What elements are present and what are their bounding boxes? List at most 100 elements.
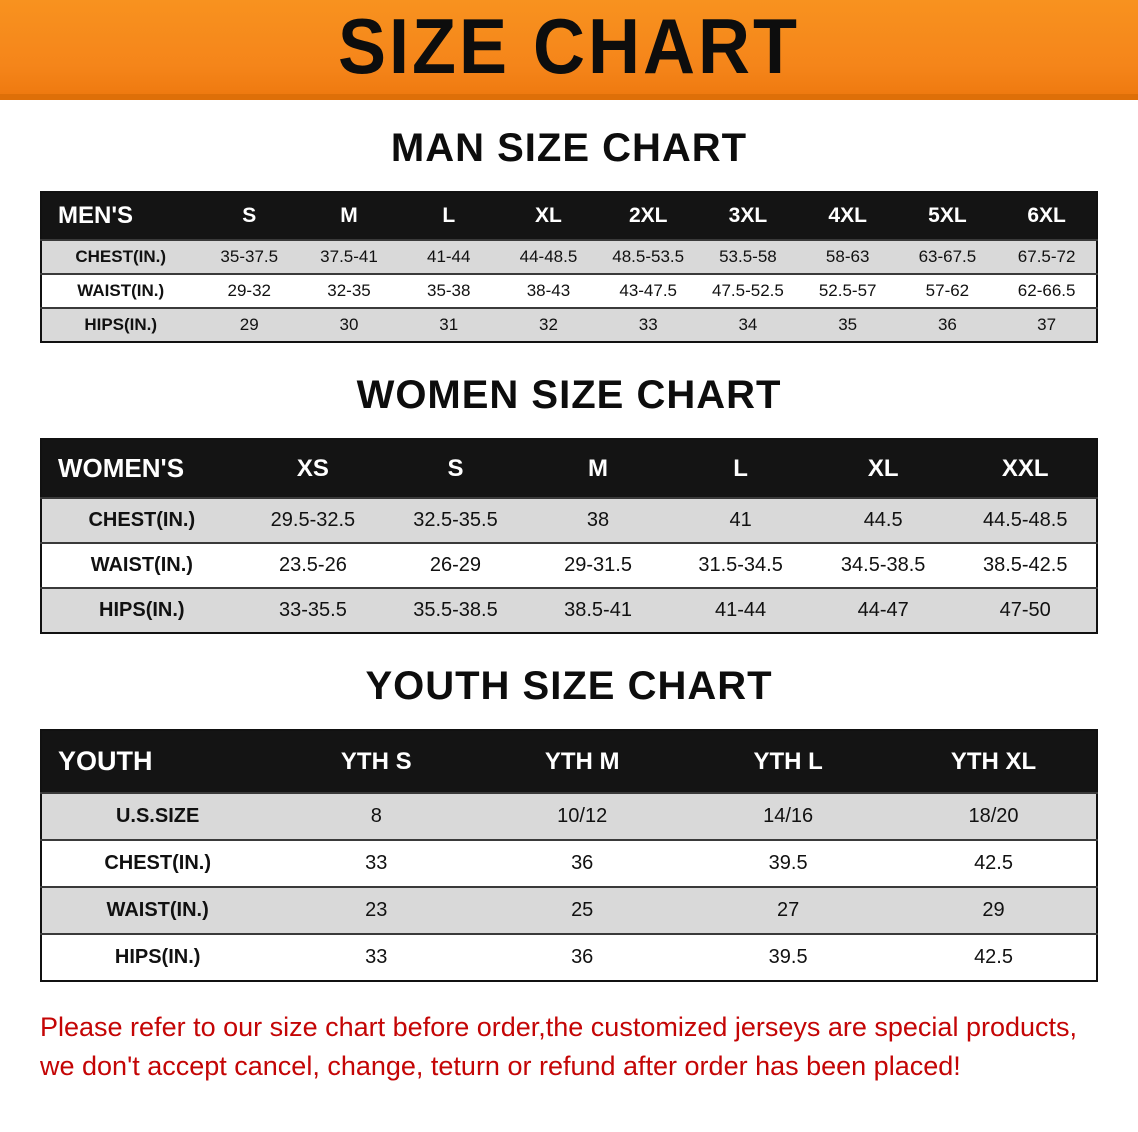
youth-section-heading: YOUTH SIZE CHART <box>365 664 773 708</box>
size-column-header: L <box>442 204 456 227</box>
size-value-cell: 34.5-38.5 <box>840 554 926 576</box>
row-label-cell: CHEST(IN.) <box>88 509 196 531</box>
size-value-cell: 36 <box>937 315 957 334</box>
disclaimer-line-1: Please refer to our size chart before or… <box>40 1012 1078 1042</box>
size-value-cell: 57-62 <box>925 281 970 300</box>
size-value-cell: 31.5-34.5 <box>698 554 783 576</box>
row-label-cell: CHEST(IN.) <box>104 852 211 874</box>
size-column-header: YTH M <box>544 747 620 775</box>
size-value-cell: 44.5-48.5 <box>982 509 1068 531</box>
table-row: HIPS(IN.) 33-35.5 35.5-38.5 38.5-41 41-44 44-… <box>41 588 1097 633</box>
row-label-cell: U.S.SIZE <box>115 805 200 827</box>
size-column-header: XS <box>296 454 329 482</box>
size-value-cell: 62-66.5 <box>1017 281 1076 300</box>
table-title-cell: YOUTH <box>58 746 153 776</box>
size-value-cell: 44-47 <box>857 599 909 621</box>
size-value-cell: 37.5-41 <box>320 247 378 266</box>
size-value-cell: 35-38 <box>426 281 471 300</box>
size-value-cell: 41-44 <box>715 599 767 621</box>
size-value-cell: 29-31.5 <box>564 554 632 576</box>
size-column-header: YTH L <box>753 747 823 775</box>
table-header-row: YOUTH YTH S YTH M YTH L YTH XL <box>41 730 1097 793</box>
size-value-cell: 47-50 <box>999 599 1051 621</box>
size-value-cell: 47.5-52.5 <box>712 281 784 300</box>
size-value-cell: 32 <box>539 315 558 334</box>
size-value-cell: 63-67.5 <box>918 247 977 266</box>
size-column-header: S <box>242 204 257 227</box>
size-value-cell: 30 <box>339 315 359 334</box>
size-value-cell: 33-35.5 <box>278 599 347 621</box>
size-column-header: M <box>340 204 358 227</box>
size-value-cell: 35-37.5 <box>220 247 279 266</box>
size-value-cell: 67.5-72 <box>1017 247 1076 266</box>
women-size-section: WOMEN SIZE CHART WOMEN'S XS S M L XL XXL CHEST(… <box>0 373 1138 634</box>
size-value-cell: 33 <box>638 315 658 334</box>
row-label-cell: WAIST(IN.) <box>77 281 165 300</box>
size-column-header: XL <box>867 454 899 482</box>
size-value-cell: 42.5 <box>974 946 1013 968</box>
size-value-cell: 32-35 <box>327 281 371 300</box>
table-row: HIPS(IN.) 33 36 39.5 42.5 <box>41 934 1097 981</box>
size-value-cell: 38.5-41 <box>564 599 632 621</box>
size-column-header: XXL <box>1001 454 1049 482</box>
row-label-cell: HIPS(IN.) <box>84 315 158 334</box>
disclaimer-line-2: we don't accept cancel, change, teturn o… <box>40 1051 961 1082</box>
size-value-cell: 48.5-53.5 <box>612 247 685 266</box>
size-column-header: 4XL <box>828 204 867 227</box>
size-value-cell: 29-32 <box>227 281 271 300</box>
men-size-table: MEN'S S M L XL 2XL 3XL 4XL 5XL 6XL CHEST(IN.) 35-37… <box>40 191 1098 343</box>
row-label-cell: CHEST(IN.) <box>75 247 167 266</box>
size-value-cell: 29 <box>982 899 1005 921</box>
size-value-cell: 23 <box>365 899 388 921</box>
size-value-cell: 36 <box>571 852 594 874</box>
size-column-header: M <box>588 454 609 482</box>
table-title-cell: WOMEN'S <box>58 453 185 483</box>
size-value-cell: 38-43 <box>526 281 571 300</box>
men-section-heading: MAN SIZE CHART <box>390 126 748 170</box>
size-value-cell: 18/20 <box>968 805 1019 827</box>
size-value-cell: 39.5 <box>768 946 808 968</box>
size-value-cell: 27 <box>776 899 800 921</box>
table-title-cell: MEN'S <box>58 202 134 229</box>
table-row: CHEST(IN.) 35-37.5 37.5-41 41-44 44-48.5 48.5… <box>41 240 1097 274</box>
size-column-header: YTH XL <box>950 747 1037 775</box>
size-column-header: YTH S <box>340 747 412 775</box>
size-value-cell: 29 <box>239 315 259 334</box>
size-value-cell: 38 <box>586 509 610 531</box>
size-value-cell: 33 <box>365 946 388 968</box>
size-column-header: 2XL <box>628 204 668 227</box>
size-column-header: L <box>733 454 748 482</box>
size-value-cell: 10/12 <box>557 805 608 827</box>
youth-size-section: YOUTH SIZE CHART YOUTH YTH S YTH M YTH L YTH… <box>0 664 1138 982</box>
table-row: WAIST(IN.) 23.5-26 26-29 29-31.5 31.5-34.5 34… <box>41 543 1097 588</box>
size-value-cell: 53.5-58 <box>719 247 777 266</box>
size-column-header: S <box>447 454 464 482</box>
table-row: HIPS(IN.) 29 30 31 32 33 34 35 36 37 <box>41 308 1097 342</box>
size-value-cell: 14/16 <box>763 805 814 827</box>
table-row: CHEST(IN.) 29.5-32.5 32.5-35.5 38 41 44.5 44.5… <box>41 498 1097 543</box>
size-column-header: XL <box>535 204 562 227</box>
size-value-cell: 35.5-38.5 <box>413 599 498 621</box>
size-value-cell: 38.5-42.5 <box>982 554 1068 576</box>
banner: SIZE CHART <box>0 0 1138 100</box>
size-value-cell: 34 <box>738 315 758 334</box>
row-label-cell: HIPS(IN.) <box>114 946 201 968</box>
size-column-header: 6XL <box>1027 204 1066 227</box>
size-value-cell: 42.5 <box>974 852 1013 874</box>
table-row: CHEST(IN.) 33 36 39.5 42.5 <box>41 840 1097 887</box>
table-row: WAIST(IN.) 23 25 27 29 <box>41 887 1097 934</box>
size-value-cell: 31 <box>439 315 459 334</box>
table-header-row: WOMEN'S XS S M L XL XXL <box>41 439 1097 498</box>
size-value-cell: 44.5 <box>863 509 903 531</box>
row-label-cell: WAIST(IN.) <box>90 554 193 576</box>
table-row: WAIST(IN.) 29-32 32-35 35-38 38-43 43-47.5 47.… <box>41 274 1097 308</box>
size-value-cell: 36 <box>571 946 594 968</box>
disclaimer: Please refer to our size chart before or… <box>40 1008 1138 1086</box>
women-section-heading: WOMEN SIZE CHART <box>356 373 782 417</box>
size-value-cell: 26-29 <box>429 554 482 576</box>
size-column-header: 3XL <box>728 204 768 227</box>
youth-size-table: YOUTH YTH S YTH M YTH L YTH XL U.S.SIZE 8 10/12… <box>40 729 1098 982</box>
size-value-cell: 32.5-35.5 <box>413 509 498 531</box>
women-size-table: WOMEN'S XS S M L XL XXL CHEST(IN.) 29.5-32.5 32.5… <box>40 438 1098 634</box>
